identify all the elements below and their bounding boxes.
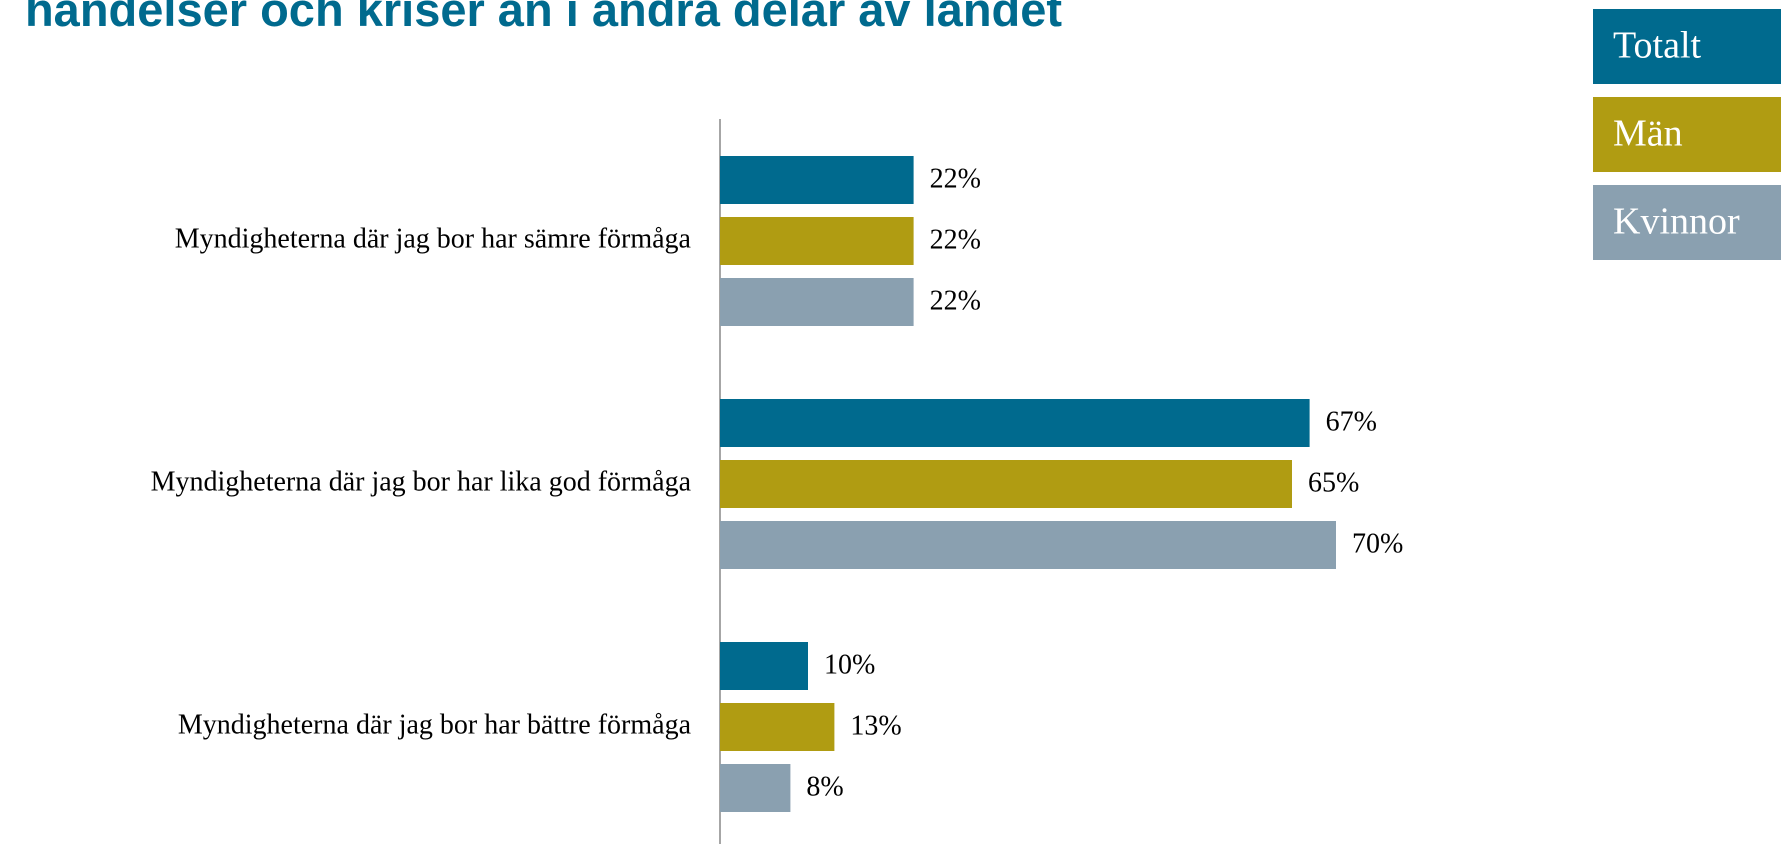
category-label: Myndigheterna där jag bor har bättre för… [178,709,692,740]
value-label: 22% [930,224,981,255]
bar [720,278,914,326]
legend-label: Totalt [1613,25,1702,67]
bar [720,156,914,204]
legend-swatch [1593,97,1781,172]
bar [720,703,835,751]
bar [720,764,791,812]
category-label: Myndigheterna där jag bor har lika god f… [151,466,692,497]
bar [720,642,808,690]
legend-swatch [1593,185,1781,260]
value-label: 22% [930,163,981,194]
value-label: 70% [1352,528,1403,559]
value-label: 65% [1308,467,1359,498]
value-label: 13% [850,710,901,741]
legend-swatch [1593,9,1781,84]
bar [720,460,1292,508]
bar [720,521,1336,569]
bar [720,399,1310,447]
legend-label: Män [1613,113,1683,155]
chart-title: händelser och kriser än i andra delar av… [25,0,1062,36]
legend-label: Kvinnor [1613,201,1740,243]
value-label: 8% [806,771,843,802]
category-label: Myndigheterna där jag bor har sämre förm… [175,223,692,254]
value-label: 10% [824,649,875,680]
value-label: 67% [1326,406,1377,437]
bar [720,217,914,265]
value-label: 22% [930,285,981,316]
